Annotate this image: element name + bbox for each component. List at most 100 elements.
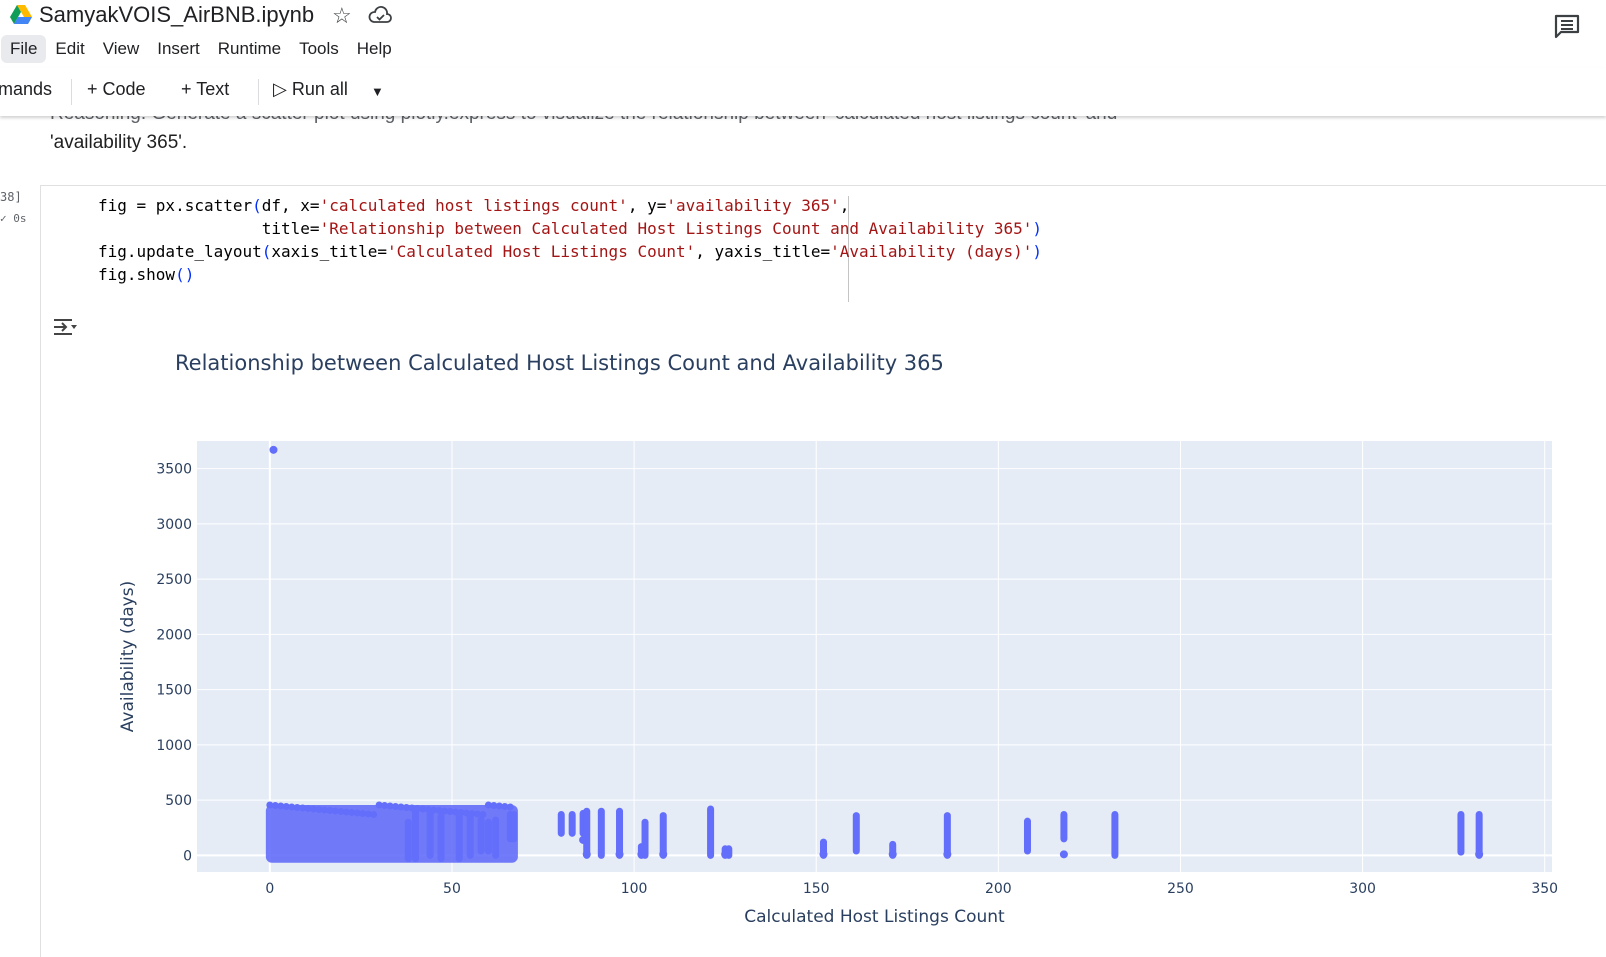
output-toggle-icon[interactable]	[52, 316, 78, 338]
scatter-point[interactable]	[582, 850, 591, 859]
scatter-point[interactable]	[888, 850, 897, 859]
menu-runtime[interactable]: Runtime	[217, 39, 282, 58]
scatter-point	[282, 803, 290, 811]
scatter-point	[441, 807, 449, 815]
scatter-point	[315, 806, 323, 814]
y-tick-label: 1500	[156, 683, 192, 699]
x-tick-label: 0	[265, 881, 274, 897]
code-token: fig.show	[98, 265, 176, 284]
add-text-button[interactable]: + Text	[181, 79, 230, 99]
code-line-2: title='Relationship between Calculated H…	[98, 219, 1042, 238]
scatter-point[interactable]	[269, 445, 278, 454]
code-token: (	[252, 196, 262, 215]
scatter-point	[501, 803, 509, 811]
scatter-point[interactable]	[721, 850, 730, 859]
code-line-4: fig.show()	[98, 265, 194, 284]
scatter-point	[310, 805, 318, 813]
scatter-point[interactable]	[579, 835, 588, 844]
scatter-point	[293, 804, 301, 812]
scatter-point	[277, 802, 285, 810]
scatter-point	[386, 802, 394, 810]
add-code-button[interactable]: + Code	[87, 79, 146, 99]
code-token: ,	[839, 196, 850, 215]
scatter-point	[484, 801, 492, 809]
plot-markers[interactable]	[265, 445, 1484, 863]
cloud-saved-icon[interactable]	[368, 5, 392, 25]
code-token: 'Relationship between Calculated Host Li…	[319, 219, 1033, 238]
code-token: fig = px.scatter	[98, 196, 253, 215]
scatter-point	[435, 807, 443, 815]
scatter-point[interactable]	[1059, 850, 1068, 859]
run-all-dropdown-icon[interactable]: ▼	[371, 84, 384, 99]
code-line-1: fig = px.scatter(df, x='calculated host …	[98, 196, 849, 215]
x-tick-label: 350	[1531, 881, 1558, 897]
scatter-point	[419, 805, 427, 813]
scatter-point	[299, 804, 307, 812]
code-token: 'Availability (days)'	[830, 242, 1033, 261]
scatter-point[interactable]	[943, 850, 952, 859]
axis-ticks: 0 50 100 150 200 250 300 3500500100015002000250…	[156, 462, 1558, 897]
x-axis-title: Calculated Host Listings Count	[744, 907, 1005, 927]
scatter-point[interactable]	[659, 850, 668, 859]
scatter-point	[266, 801, 274, 809]
scatter-point	[370, 811, 378, 819]
play-icon: ▷	[273, 79, 287, 99]
scatter-point	[304, 805, 312, 813]
code-token: , y=	[627, 196, 667, 215]
scatter-point	[331, 807, 339, 815]
menu-help[interactable]: Help	[356, 39, 392, 58]
chart-title: Relationship between Calculated Host Lis…	[175, 351, 944, 375]
notebook-toolbar: mands + Code + Text ▷ Run all ▼	[0, 68, 1606, 116]
menu-file[interactable]: File	[1, 35, 47, 63]
y-tick-label: 1000	[156, 738, 192, 754]
scatter-point	[348, 809, 356, 817]
menu-edit[interactable]: Edit	[55, 39, 85, 58]
menu-insert[interactable]: Insert	[157, 39, 200, 58]
code-token: title=	[98, 219, 320, 238]
code-token: fig.update_layout	[98, 242, 262, 261]
scatter-point	[375, 801, 383, 809]
scatter-point[interactable]	[819, 850, 828, 859]
y-tick-label: 3500	[156, 462, 192, 478]
scatter-point	[359, 810, 367, 818]
scatter-point	[288, 803, 296, 811]
scatter-point[interactable]	[615, 850, 624, 859]
code-line-3: fig.update_layout(xaxis_title='Calculate…	[98, 242, 1042, 261]
commands-button[interactable]: mands	[0, 79, 53, 99]
scatter-point	[506, 803, 514, 811]
toolbar-divider	[258, 79, 259, 105]
code-token: , yaxis_title=	[695, 242, 831, 261]
x-tick-label: 200	[985, 881, 1012, 897]
execution-count: 38]	[0, 190, 22, 204]
run-all-button[interactable]: ▷ Run all	[273, 79, 348, 100]
scatter-point	[473, 810, 481, 818]
code-token: 'Calculated Host Listings Count'	[387, 242, 696, 261]
scatter-point	[495, 802, 503, 810]
menu-view[interactable]: View	[102, 39, 140, 58]
scatter-point[interactable]	[637, 850, 646, 859]
dense-marker-cluster	[265, 805, 518, 863]
scatter-point	[364, 810, 372, 818]
star-icon[interactable]: ☆	[332, 3, 352, 28]
code-cell[interactable]: fig = px.scatter(df, x='calculated host …	[40, 185, 1606, 305]
notebook-title[interactable]: SamyakVOIS_AirBNB.ipynb	[39, 2, 315, 27]
scatter-point	[402, 804, 410, 812]
code-token: 'calculated host listings count'	[319, 196, 628, 215]
scatter-point	[337, 808, 345, 816]
menu-tools[interactable]: Tools	[299, 39, 339, 58]
y-tick-label: 2000	[156, 627, 192, 643]
code-token: ()	[175, 265, 195, 284]
scatter-point	[479, 811, 487, 819]
execution-time: ✓ 0s	[0, 212, 27, 225]
text-cell-line-2: 'availability 365'.	[50, 132, 188, 153]
code-token: df, x=	[261, 196, 320, 215]
y-tick-label: 0	[183, 848, 192, 864]
code-token: (	[261, 242, 272, 261]
code-token: xaxis_title=	[271, 242, 387, 261]
scatter-point	[342, 808, 350, 816]
scatter-point[interactable]	[1475, 850, 1484, 859]
comment-icon[interactable]	[1553, 13, 1581, 39]
google-drive-icon[interactable]	[10, 5, 32, 25]
plot-grid	[197, 441, 1552, 872]
